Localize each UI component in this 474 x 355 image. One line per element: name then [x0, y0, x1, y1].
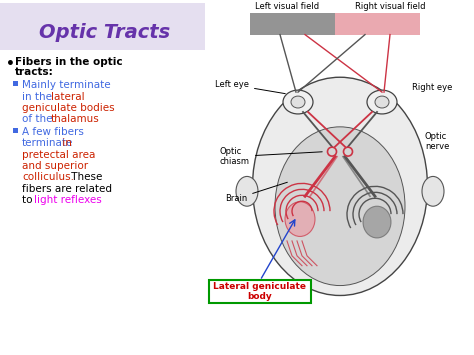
Ellipse shape — [253, 77, 428, 295]
Text: A few fibers: A few fibers — [22, 127, 84, 137]
Text: tracts:: tracts: — [15, 67, 54, 77]
Ellipse shape — [285, 202, 315, 236]
Ellipse shape — [275, 127, 405, 285]
Bar — [13, 81, 18, 86]
Text: in the: in the — [22, 92, 55, 102]
Bar — [335, 13, 420, 34]
Text: in: in — [59, 138, 72, 148]
Text: These: These — [68, 173, 102, 182]
FancyBboxPatch shape — [209, 280, 311, 304]
Text: of the: of the — [22, 114, 56, 125]
Text: colliculus.: colliculus. — [22, 173, 74, 182]
Ellipse shape — [363, 206, 391, 238]
Ellipse shape — [375, 96, 389, 108]
Text: Left visual field: Left visual field — [255, 2, 319, 11]
Text: and superior: and superior — [22, 161, 88, 171]
Bar — [250, 13, 335, 34]
Ellipse shape — [236, 176, 258, 206]
Bar — [13, 128, 18, 133]
Ellipse shape — [283, 90, 313, 114]
Text: terminate: terminate — [22, 138, 73, 148]
Text: Optic
nerve: Optic nerve — [425, 132, 449, 152]
Ellipse shape — [367, 90, 397, 114]
Text: pretectal area: pretectal area — [22, 150, 95, 160]
Text: •: • — [6, 58, 15, 71]
Text: lateral: lateral — [51, 92, 85, 102]
Text: thalamus: thalamus — [51, 114, 100, 125]
Text: to: to — [22, 195, 36, 205]
Ellipse shape — [422, 176, 444, 206]
Text: fibers are related: fibers are related — [22, 184, 112, 194]
Text: Left eye: Left eye — [215, 80, 285, 94]
Text: geniculate bodies: geniculate bodies — [22, 103, 115, 113]
Text: Lateral geniculate
body: Lateral geniculate body — [213, 282, 307, 301]
Text: Right eye: Right eye — [412, 83, 452, 92]
Text: Right visual field: Right visual field — [355, 2, 426, 11]
Text: Optic
chiasm: Optic chiasm — [220, 147, 322, 166]
Text: Mainly terminate: Mainly terminate — [22, 80, 110, 90]
Text: Brain: Brain — [225, 182, 287, 203]
Ellipse shape — [291, 96, 305, 108]
Bar — [0, 3, 205, 50]
Text: light reflexes: light reflexes — [35, 195, 102, 205]
Text: Fibers in the optic: Fibers in the optic — [15, 58, 123, 67]
Text: Optic Tracts: Optic Tracts — [39, 23, 171, 42]
